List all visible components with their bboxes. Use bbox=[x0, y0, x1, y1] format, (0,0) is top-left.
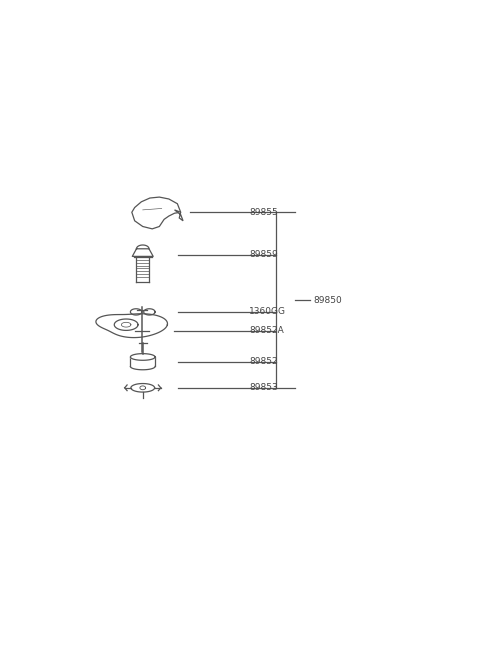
Polygon shape bbox=[114, 319, 138, 330]
Polygon shape bbox=[132, 249, 153, 256]
Polygon shape bbox=[131, 357, 155, 367]
Polygon shape bbox=[96, 314, 168, 338]
Text: 89852A: 89852A bbox=[249, 327, 284, 335]
Polygon shape bbox=[131, 353, 155, 360]
Text: 89855: 89855 bbox=[249, 208, 278, 217]
Polygon shape bbox=[140, 309, 145, 314]
Text: 1360GG: 1360GG bbox=[249, 307, 286, 317]
Text: 89850: 89850 bbox=[313, 296, 342, 305]
Text: 89859: 89859 bbox=[249, 250, 278, 260]
Polygon shape bbox=[132, 197, 180, 229]
Text: 89853: 89853 bbox=[249, 383, 278, 392]
Polygon shape bbox=[144, 309, 155, 315]
Polygon shape bbox=[136, 258, 149, 282]
Polygon shape bbox=[131, 309, 142, 315]
Polygon shape bbox=[175, 210, 183, 221]
Text: 89852: 89852 bbox=[249, 357, 277, 366]
Polygon shape bbox=[131, 384, 155, 392]
